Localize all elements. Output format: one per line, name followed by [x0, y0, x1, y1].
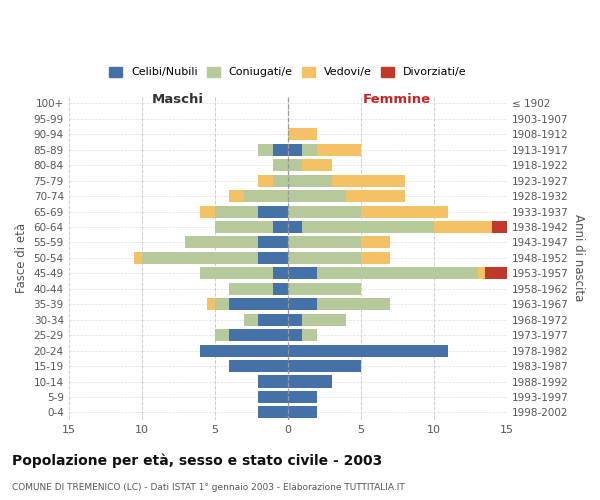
Bar: [287, 252, 361, 264]
Bar: [287, 406, 317, 418]
Text: COMUNE DI TREMENICO (LC) - Dati ISTAT 1° gennaio 2003 - Elaborazione TUTTITALIA.: COMUNE DI TREMENICO (LC) - Dati ISTAT 1°…: [12, 484, 405, 492]
Bar: [273, 283, 287, 295]
Bar: [229, 283, 273, 295]
Bar: [229, 298, 287, 310]
Bar: [200, 206, 215, 218]
Bar: [215, 206, 259, 218]
Bar: [287, 128, 317, 140]
Bar: [317, 298, 390, 310]
Bar: [302, 221, 434, 233]
Bar: [273, 221, 287, 233]
Bar: [134, 252, 142, 264]
Bar: [273, 144, 287, 156]
Bar: [185, 236, 259, 248]
Bar: [287, 221, 302, 233]
Bar: [200, 268, 273, 280]
Bar: [287, 283, 361, 295]
Bar: [244, 314, 259, 326]
Bar: [273, 174, 287, 186]
Bar: [287, 344, 448, 356]
Bar: [287, 376, 331, 388]
Text: Popolazione per età, sesso e stato civile - 2003: Popolazione per età, sesso e stato civil…: [12, 453, 382, 468]
Bar: [485, 268, 514, 280]
Bar: [287, 190, 346, 202]
Bar: [287, 174, 331, 186]
Bar: [287, 329, 302, 341]
Bar: [215, 298, 229, 310]
Bar: [287, 314, 302, 326]
Bar: [492, 221, 507, 233]
Bar: [361, 236, 390, 248]
Bar: [259, 236, 287, 248]
Text: Femmine: Femmine: [363, 92, 431, 106]
Text: Maschi: Maschi: [152, 92, 204, 106]
Y-axis label: Anni di nascita: Anni di nascita: [572, 214, 585, 302]
Bar: [287, 391, 317, 403]
Bar: [317, 268, 478, 280]
Bar: [478, 268, 485, 280]
Bar: [244, 190, 287, 202]
Bar: [287, 236, 361, 248]
Bar: [229, 329, 287, 341]
Y-axis label: Fasce di età: Fasce di età: [15, 223, 28, 293]
Bar: [259, 376, 287, 388]
Bar: [361, 206, 448, 218]
Bar: [259, 314, 287, 326]
Bar: [346, 190, 404, 202]
Bar: [215, 221, 273, 233]
Bar: [317, 144, 361, 156]
Bar: [273, 268, 287, 280]
Bar: [200, 344, 287, 356]
Bar: [331, 174, 404, 186]
Bar: [287, 360, 361, 372]
Bar: [215, 329, 229, 341]
Bar: [302, 159, 331, 171]
Bar: [287, 159, 302, 171]
Bar: [259, 206, 287, 218]
Bar: [273, 159, 287, 171]
Bar: [229, 190, 244, 202]
Bar: [302, 329, 317, 341]
Bar: [259, 174, 273, 186]
Bar: [259, 406, 287, 418]
Bar: [259, 391, 287, 403]
Bar: [287, 268, 317, 280]
Bar: [434, 221, 492, 233]
Bar: [287, 206, 361, 218]
Bar: [259, 252, 287, 264]
Bar: [208, 298, 215, 310]
Bar: [259, 144, 273, 156]
Bar: [142, 252, 259, 264]
Bar: [287, 144, 302, 156]
Bar: [229, 360, 287, 372]
Bar: [287, 298, 317, 310]
Bar: [302, 314, 346, 326]
Bar: [361, 252, 390, 264]
Bar: [302, 144, 317, 156]
Legend: Celibi/Nubili, Coniugati/e, Vedovi/e, Divorziati/e: Celibi/Nubili, Coniugati/e, Vedovi/e, Di…: [104, 62, 471, 82]
